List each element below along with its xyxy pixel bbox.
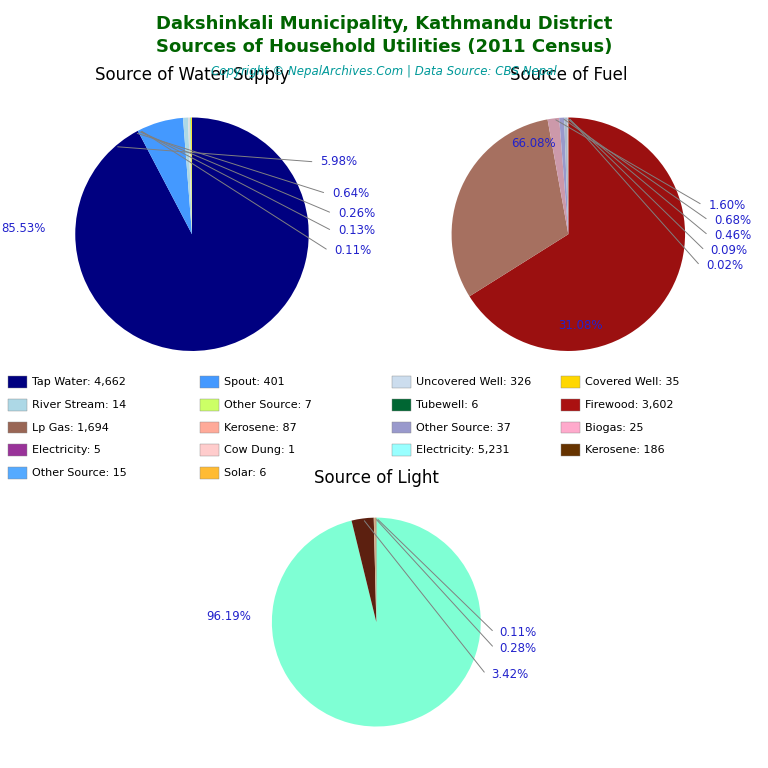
- Text: 66.08%: 66.08%: [511, 137, 555, 150]
- Wedge shape: [374, 518, 376, 622]
- Text: 1.60%: 1.60%: [708, 199, 746, 211]
- Text: Kerosene: 87: Kerosene: 87: [224, 422, 297, 432]
- Title: Source of Fuel: Source of Fuel: [510, 66, 627, 84]
- FancyBboxPatch shape: [392, 376, 411, 389]
- FancyBboxPatch shape: [200, 399, 219, 411]
- Text: Cow Dung: 1: Cow Dung: 1: [224, 445, 296, 455]
- FancyBboxPatch shape: [561, 422, 580, 433]
- Wedge shape: [452, 119, 568, 296]
- FancyBboxPatch shape: [392, 422, 411, 433]
- Wedge shape: [469, 118, 685, 351]
- Text: Other Source: 37: Other Source: 37: [416, 422, 511, 432]
- Text: Sources of Household Utilities (2011 Census): Sources of Household Utilities (2011 Cen…: [156, 38, 612, 56]
- Text: 0.11%: 0.11%: [334, 244, 372, 257]
- Text: Covered Well: 35: Covered Well: 35: [585, 377, 680, 387]
- Text: Copyright © NepalArchives.Com | Data Source: CBS Nepal: Copyright © NepalArchives.Com | Data Sou…: [211, 65, 557, 78]
- FancyBboxPatch shape: [561, 399, 580, 411]
- Text: 0.46%: 0.46%: [714, 229, 752, 242]
- Wedge shape: [137, 118, 192, 234]
- Text: Electricity: 5: Electricity: 5: [32, 445, 101, 455]
- Text: 5.98%: 5.98%: [320, 155, 358, 168]
- FancyBboxPatch shape: [200, 444, 219, 456]
- FancyBboxPatch shape: [561, 444, 580, 456]
- Text: Firewood: 3,602: Firewood: 3,602: [585, 400, 674, 410]
- Wedge shape: [183, 118, 192, 234]
- Text: 0.28%: 0.28%: [499, 642, 537, 654]
- FancyBboxPatch shape: [200, 467, 219, 478]
- Text: Spout: 401: Spout: 401: [224, 377, 285, 387]
- Wedge shape: [190, 118, 192, 234]
- Text: Solar: 6: Solar: 6: [224, 468, 266, 478]
- Text: 31.08%: 31.08%: [558, 319, 602, 332]
- Text: 0.11%: 0.11%: [499, 626, 537, 639]
- Title: Source of Light: Source of Light: [314, 469, 439, 487]
- FancyBboxPatch shape: [561, 376, 580, 389]
- Text: Other Source: 7: Other Source: 7: [224, 400, 312, 410]
- FancyBboxPatch shape: [392, 444, 411, 456]
- Text: 0.68%: 0.68%: [714, 214, 751, 227]
- Text: 0.02%: 0.02%: [706, 260, 743, 273]
- Text: Kerosene: 186: Kerosene: 186: [585, 445, 665, 455]
- Text: Biogas: 25: Biogas: 25: [585, 422, 644, 432]
- Text: Lp Gas: 1,694: Lp Gas: 1,694: [32, 422, 109, 432]
- Title: Source of Water Supply: Source of Water Supply: [94, 66, 290, 84]
- Wedge shape: [564, 118, 568, 234]
- Text: 96.19%: 96.19%: [206, 611, 251, 624]
- Text: 0.26%: 0.26%: [338, 207, 376, 220]
- Text: 0.09%: 0.09%: [710, 244, 748, 257]
- Wedge shape: [75, 118, 309, 351]
- Wedge shape: [352, 518, 376, 622]
- Text: River Stream: 14: River Stream: 14: [32, 400, 127, 410]
- Wedge shape: [188, 118, 192, 234]
- FancyBboxPatch shape: [8, 376, 27, 389]
- FancyBboxPatch shape: [392, 399, 411, 411]
- Text: Tubewell: 6: Tubewell: 6: [416, 400, 478, 410]
- FancyBboxPatch shape: [8, 444, 27, 456]
- Wedge shape: [272, 518, 481, 727]
- Text: Other Source: 15: Other Source: 15: [32, 468, 127, 478]
- Text: Dakshinkali Municipality, Kathmandu District: Dakshinkali Municipality, Kathmandu Dist…: [156, 15, 612, 33]
- Wedge shape: [559, 118, 568, 234]
- FancyBboxPatch shape: [8, 399, 27, 411]
- Text: 0.64%: 0.64%: [332, 187, 369, 200]
- FancyBboxPatch shape: [8, 422, 27, 433]
- Text: 85.53%: 85.53%: [2, 222, 46, 235]
- Text: Uncovered Well: 326: Uncovered Well: 326: [416, 377, 531, 387]
- FancyBboxPatch shape: [8, 467, 27, 478]
- Text: Electricity: 5,231: Electricity: 5,231: [416, 445, 510, 455]
- FancyBboxPatch shape: [200, 376, 219, 389]
- Text: Tap Water: 4,662: Tap Water: 4,662: [32, 377, 126, 387]
- Wedge shape: [548, 118, 568, 234]
- Text: 3.42%: 3.42%: [492, 668, 528, 680]
- Text: 0.13%: 0.13%: [338, 224, 375, 237]
- FancyBboxPatch shape: [200, 422, 219, 433]
- Wedge shape: [191, 118, 192, 234]
